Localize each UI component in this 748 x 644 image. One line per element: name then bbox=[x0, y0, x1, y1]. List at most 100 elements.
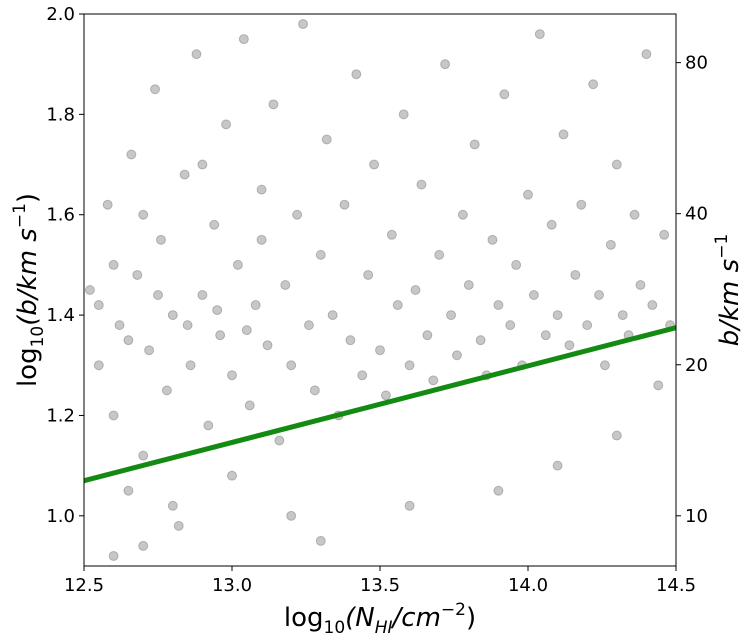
point bbox=[375, 345, 385, 356]
point bbox=[303, 320, 314, 331]
point bbox=[268, 99, 279, 110]
point bbox=[108, 259, 119, 270]
point bbox=[582, 320, 593, 331]
point bbox=[457, 209, 468, 220]
point bbox=[108, 550, 119, 561]
point bbox=[392, 300, 403, 311]
y2-tick-label: 20 bbox=[685, 355, 708, 376]
label-part: 10 bbox=[28, 326, 48, 348]
point bbox=[611, 430, 622, 441]
label-part: log bbox=[284, 603, 324, 633]
point bbox=[232, 259, 243, 270]
point bbox=[182, 320, 193, 331]
point bbox=[570, 269, 581, 280]
point bbox=[126, 149, 137, 160]
x-tick-label: 14.0 bbox=[508, 575, 548, 596]
point bbox=[505, 320, 516, 331]
axes-frame bbox=[83, 13, 677, 567]
point bbox=[576, 199, 587, 210]
point bbox=[93, 300, 104, 311]
point bbox=[594, 290, 605, 301]
point bbox=[540, 330, 551, 341]
label-part: HI bbox=[375, 618, 393, 638]
point bbox=[345, 335, 356, 346]
point bbox=[309, 385, 320, 396]
point bbox=[227, 470, 237, 481]
point bbox=[564, 340, 575, 351]
point bbox=[653, 380, 664, 391]
point bbox=[475, 335, 486, 346]
y-tick-label: 1.6 bbox=[46, 205, 75, 226]
point bbox=[629, 209, 640, 220]
point bbox=[179, 169, 190, 180]
point bbox=[386, 229, 397, 240]
point bbox=[244, 400, 255, 411]
point bbox=[215, 330, 226, 341]
point bbox=[227, 370, 237, 381]
point bbox=[446, 310, 457, 321]
point bbox=[197, 159, 208, 170]
point bbox=[167, 310, 178, 321]
fit-line bbox=[84, 325, 676, 484]
point bbox=[167, 500, 178, 511]
point bbox=[256, 184, 267, 195]
point bbox=[256, 234, 267, 245]
point bbox=[221, 119, 232, 130]
y-tick-label: 1.4 bbox=[46, 305, 75, 326]
plot-area bbox=[84, 19, 676, 561]
point bbox=[203, 420, 214, 431]
point bbox=[499, 89, 510, 100]
point bbox=[315, 249, 326, 260]
point bbox=[250, 300, 261, 311]
y-tick-label: 1.0 bbox=[46, 506, 75, 527]
point bbox=[144, 345, 155, 356]
y2-axis-label: b/km s−1 bbox=[712, 234, 745, 347]
point bbox=[315, 535, 326, 546]
point bbox=[416, 179, 427, 190]
point bbox=[398, 109, 409, 120]
point bbox=[659, 229, 670, 240]
point bbox=[123, 335, 134, 346]
point bbox=[404, 500, 415, 511]
point bbox=[212, 305, 223, 316]
point bbox=[380, 390, 391, 401]
point bbox=[327, 310, 338, 321]
point bbox=[262, 340, 273, 351]
label-part: 10 bbox=[324, 618, 346, 638]
point bbox=[241, 325, 252, 336]
point bbox=[286, 360, 297, 371]
point bbox=[84, 285, 95, 295]
point bbox=[463, 279, 474, 290]
point bbox=[93, 360, 104, 371]
label-part: −1 bbox=[712, 234, 732, 259]
point bbox=[493, 300, 504, 311]
point bbox=[552, 310, 563, 321]
point bbox=[487, 234, 498, 245]
point bbox=[173, 520, 184, 531]
label-part: ) bbox=[466, 603, 476, 633]
x-tick-label: 14.5 bbox=[656, 575, 696, 596]
y2-tick-label: 40 bbox=[685, 204, 708, 225]
point bbox=[274, 435, 285, 446]
point bbox=[588, 79, 599, 90]
point bbox=[150, 84, 161, 95]
point bbox=[191, 49, 202, 60]
label-part: (b/km s bbox=[13, 228, 43, 326]
point bbox=[138, 450, 149, 461]
point bbox=[123, 485, 134, 496]
label-part: /cm bbox=[391, 603, 441, 633]
point bbox=[155, 234, 166, 245]
point bbox=[410, 285, 421, 295]
point bbox=[546, 219, 557, 230]
point bbox=[321, 134, 332, 145]
point bbox=[102, 199, 113, 210]
point bbox=[339, 199, 350, 210]
x-axis-label: log10(NHI/cm−2) bbox=[284, 600, 476, 638]
point bbox=[434, 249, 445, 260]
point bbox=[153, 290, 163, 301]
point bbox=[511, 259, 522, 270]
label-part: b/km s bbox=[715, 259, 745, 346]
point bbox=[363, 269, 374, 280]
point bbox=[617, 310, 628, 321]
